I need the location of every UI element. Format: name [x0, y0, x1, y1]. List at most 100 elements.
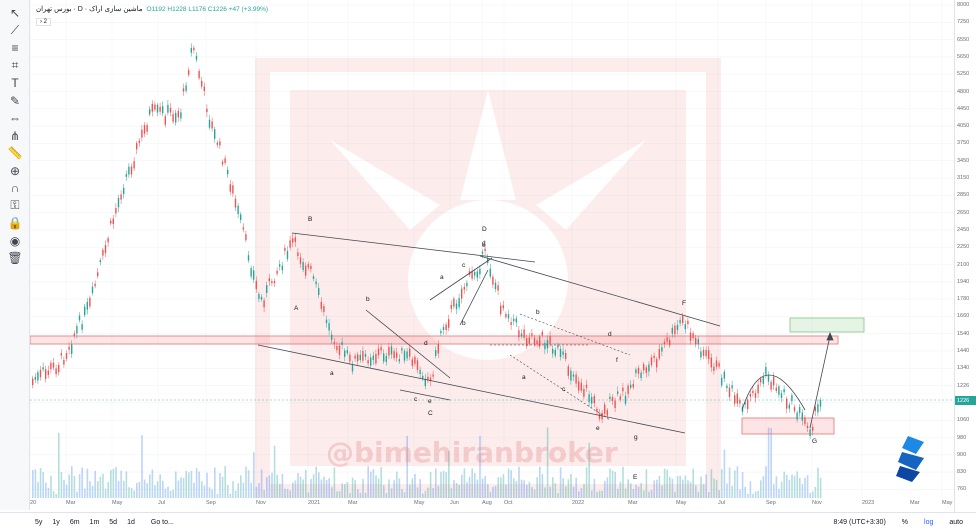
wave-label[interactable]: G — [812, 438, 818, 445]
volume-bar — [351, 477, 354, 498]
volume-bar — [734, 470, 736, 498]
wave-label[interactable]: d — [608, 331, 612, 338]
volume-bar — [728, 467, 731, 498]
volume-bar — [341, 483, 343, 498]
time-axis[interactable]: 20 Mar May Jul Sep Nov 2021 Mar May Jun Aug Oct 2022… — [30, 500, 954, 512]
price-tick: 2250 — [957, 244, 970, 251]
volume-bar — [518, 466, 520, 498]
wave-label[interactable]: A — [294, 305, 299, 312]
magnet-icon[interactable]: ∩ — [10, 181, 20, 195]
indicator-collapse-button[interactable]: › 2 — [36, 18, 52, 26]
volume-bar — [130, 488, 133, 498]
lock-icon[interactable]: 🔒 — [7, 216, 23, 230]
volume-bar — [107, 482, 109, 498]
pitchfork-icon[interactable]: ⋔ — [9, 128, 21, 143]
volume-bar — [47, 487, 50, 498]
lock-drawings-icon[interactable]: ⚿ — [10, 198, 20, 212]
wave-label[interactable]: a — [330, 370, 334, 377]
volume-bar — [385, 493, 388, 498]
volume-bar — [630, 483, 632, 498]
volume-bar — [177, 480, 180, 498]
volume-bar — [757, 490, 759, 498]
volume-bar — [422, 493, 424, 498]
price-tick: 4050 — [957, 123, 970, 130]
wave-label[interactable]: c — [562, 386, 566, 393]
volume-bar — [775, 476, 778, 498]
wave-label[interactable]: D — [482, 226, 487, 233]
price-tick: 760 — [957, 486, 967, 493]
price-axis[interactable]: 8000 7250 6550 5650 5250 4800 4450 4050 3750 3450… — [954, 0, 976, 512]
wave-label[interactable]: C — [428, 410, 433, 417]
auto-toggle[interactable]: auto — [949, 519, 963, 526]
wave-label[interactable]: B — [308, 216, 313, 223]
wave-label[interactable]: b — [462, 320, 466, 327]
brush-icon[interactable]: ✎ — [9, 93, 21, 108]
wave-label[interactable]: F — [682, 300, 686, 307]
wave-label[interactable]: a — [440, 274, 444, 281]
symbol-title[interactable]: بورس تهران · D · ماشین سازی اراک — [36, 6, 143, 13]
wave-label[interactable]: e — [482, 242, 486, 249]
ruler-icon[interactable]: 📏 — [7, 146, 23, 160]
range-button-6m[interactable]: 6m — [69, 519, 80, 526]
range-button-5y[interactable]: 5y — [35, 519, 43, 526]
volume-bar — [383, 485, 385, 498]
support-zone[interactable] — [741, 417, 835, 435]
volume-bar — [663, 468, 666, 498]
range-button-1d[interactable]: 1d — [127, 519, 135, 526]
timezone-label[interactable]: 8:49 (UTC+3:30) — [833, 519, 886, 526]
volume-bar — [289, 490, 291, 498]
measure-icon[interactable]: ⇔ — [9, 111, 21, 125]
volume-bar — [263, 489, 265, 498]
range-button-1m[interactable]: 1m — [89, 519, 100, 526]
fib-icon[interactable]: ≡ — [11, 41, 19, 55]
target-zone[interactable] — [789, 317, 865, 333]
wave-label[interactable]: g — [634, 434, 638, 441]
volume-bar — [393, 480, 395, 498]
log-toggle[interactable]: log — [924, 519, 934, 526]
volume-bar — [242, 482, 245, 498]
wave-label[interactable]: c — [462, 262, 466, 269]
volume-bar — [266, 477, 268, 498]
range-button-1y[interactable]: 1y — [52, 519, 60, 526]
wave-label[interactable]: e — [428, 398, 432, 405]
wave-label[interactable]: d — [424, 340, 428, 347]
volume-bar — [198, 471, 200, 498]
volume-bar — [539, 466, 541, 498]
pattern-icon[interactable]: ⌗ — [11, 58, 19, 72]
wave-label[interactable]: E — [633, 474, 638, 481]
volume-bar — [505, 484, 507, 498]
text-icon[interactable]: T — [11, 76, 19, 90]
wave-label[interactable]: a — [522, 374, 526, 381]
price-tick: 8000 — [957, 2, 970, 8]
volume-bar — [591, 490, 593, 498]
volume-bar — [528, 481, 531, 498]
cursor-icon[interactable]: ↖ — [9, 6, 21, 20]
volume-bar — [302, 479, 304, 498]
trend-lines[interactable] — [257, 232, 834, 434]
wave-label[interactable]: c — [414, 396, 418, 403]
wave-label[interactable]: f — [616, 357, 618, 364]
percent-toggle[interactable]: % — [901, 519, 909, 526]
volume-bar — [437, 485, 440, 498]
resistance-zone[interactable] — [30, 335, 839, 345]
wave-label[interactable]: b — [536, 309, 540, 316]
volume-bar — [627, 479, 629, 498]
eye-icon[interactable]: ◉ — [9, 233, 21, 248]
wave-label[interactable]: d — [482, 240, 486, 247]
volume-bar — [689, 481, 692, 498]
volume-bar — [247, 470, 250, 498]
zoom-icon[interactable]: ⊕ — [9, 163, 21, 178]
drawing-toolbar: ↖ ⟋ ≡ ⌗ T ✎ ⇔ ⋔ 📏 ⊕ ∩ ⚿ 🔒 ◉ 🗑 — [0, 0, 30, 510]
wave-label[interactable]: b — [366, 296, 370, 303]
goto-button[interactable]: Go to... — [150, 519, 174, 526]
volume-bar — [650, 489, 653, 498]
price-chart[interactable] — [30, 0, 954, 512]
time-tick: 20 — [30, 500, 37, 506]
volume-bar — [565, 486, 567, 498]
range-button-5d[interactable]: 5d — [109, 519, 118, 526]
volume-bar — [762, 476, 765, 498]
trend-line-icon[interactable]: ⟋ — [10, 23, 20, 37]
wave-label[interactable]: e — [596, 425, 600, 432]
trash-icon[interactable]: 🗑 — [7, 251, 23, 265]
